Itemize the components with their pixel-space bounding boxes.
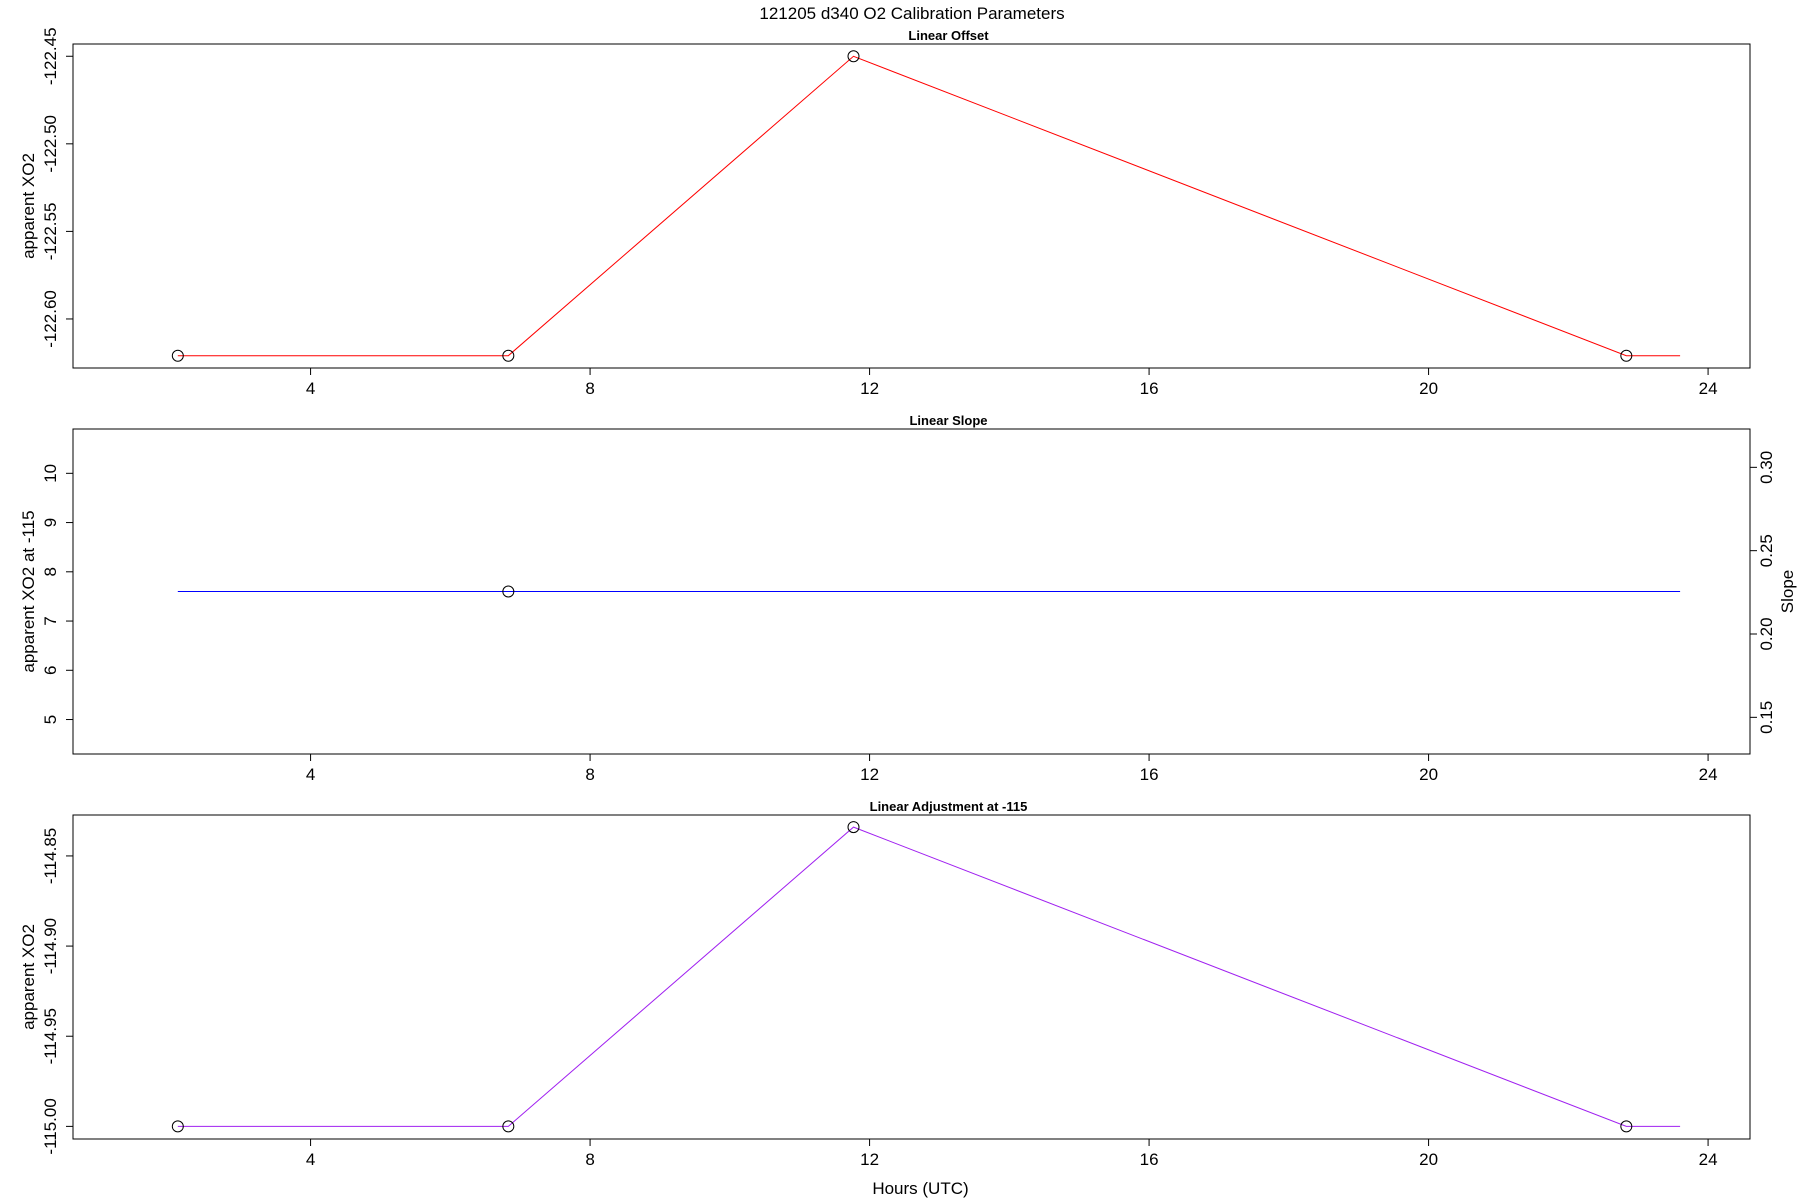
data-point: [1620, 349, 1633, 362]
data-point: [847, 50, 860, 63]
y-tick-label: -122.60: [41, 290, 60, 348]
x-tick-label: 8: [585, 765, 594, 784]
data-point: [1620, 1120, 1633, 1133]
y-tick-label: 7: [41, 616, 60, 625]
y-axis-label: apparent XO2: [19, 924, 38, 1030]
x-tick-label: 4: [306, 1150, 315, 1169]
data-point: [171, 1120, 184, 1133]
x-tick-label: 8: [585, 379, 594, 398]
data-point: [171, 349, 184, 362]
y-tick-label: 9: [41, 518, 60, 527]
x-tick-label: 12: [860, 765, 879, 784]
data-point: [502, 585, 515, 598]
plot-frame: [72, 814, 1751, 1140]
y2-axis-label: Slope: [1778, 570, 1797, 613]
x-axis-label: Hours (UTC): [872, 1179, 968, 1198]
plot-frame: [72, 428, 1751, 755]
y2-tick-label: 0.25: [1757, 534, 1776, 567]
panel-title: Linear Adjustment at -115: [870, 799, 1028, 814]
panel-1: Linear Offset 4 8 12 16 20 24 -122.60 -122.55 -12…: [19, 27, 1751, 398]
x-tick-label: 16: [1140, 1150, 1159, 1169]
x-tick-label: 8: [585, 1150, 594, 1169]
y2-tick-label: 0.30: [1757, 451, 1776, 484]
y-tick-label: -122.50: [41, 115, 60, 173]
panel-2: Linear Slope 4 8 12 16 20 24 5 6 7 8 9 10 apparent XO…: [19, 413, 1797, 784]
y-tick-label: -122.55: [41, 203, 60, 261]
y-tick-label: -122.45: [41, 27, 60, 85]
y-axis-label: apparent XO2: [19, 153, 38, 259]
y-tick-label: -114.90: [41, 918, 60, 974]
data-point: [502, 1120, 515, 1133]
x-tick-label: 4: [306, 765, 315, 784]
x-tick-label: 24: [1699, 379, 1718, 398]
y-axis-label: apparent XO2 at -115: [19, 510, 38, 672]
y-tick-label: -115.00: [41, 1098, 60, 1154]
y2-tick-label: 0.15: [1757, 701, 1776, 734]
x-tick-label: 12: [860, 1150, 879, 1169]
y-tick-label: -114.95: [41, 1008, 60, 1064]
x-tick-label: 24: [1699, 1150, 1718, 1169]
x-tick-label: 20: [1419, 379, 1438, 398]
x-tick-label: 20: [1419, 1150, 1438, 1169]
data-point: [502, 349, 515, 362]
panel-title: Linear Slope: [909, 413, 987, 428]
y-tick-label: 8: [41, 567, 60, 576]
plot-frame: [72, 43, 1751, 369]
series-line: [177, 55, 1681, 357]
panel-3: Linear Adjustment at -115 4 8 12 16 20 24 -115.…: [19, 799, 1751, 1198]
x-tick-label: 16: [1140, 379, 1159, 398]
panels-container: Linear Offset 4 8 12 16 20 24 -122.60 -122.55 -12…: [19, 27, 1797, 1198]
data-point: [847, 821, 860, 834]
y-tick-label: 6: [41, 666, 60, 675]
x-tick-label: 4: [306, 379, 315, 398]
x-tick-label: 12: [860, 379, 879, 398]
y-tick-label: 5: [41, 715, 60, 724]
series-line: [177, 826, 1681, 1127]
figure-title: 121205 d340 O2 Calibration Parameters: [759, 4, 1064, 23]
x-tick-label: 24: [1699, 765, 1718, 784]
y-tick-label: -114.85: [41, 828, 60, 884]
y-tick-label: 10: [41, 464, 60, 483]
x-tick-label: 16: [1140, 765, 1159, 784]
y2-tick-label: 0.20: [1757, 617, 1776, 650]
panel-title: Linear Offset: [908, 28, 989, 43]
x-tick-label: 20: [1419, 765, 1438, 784]
